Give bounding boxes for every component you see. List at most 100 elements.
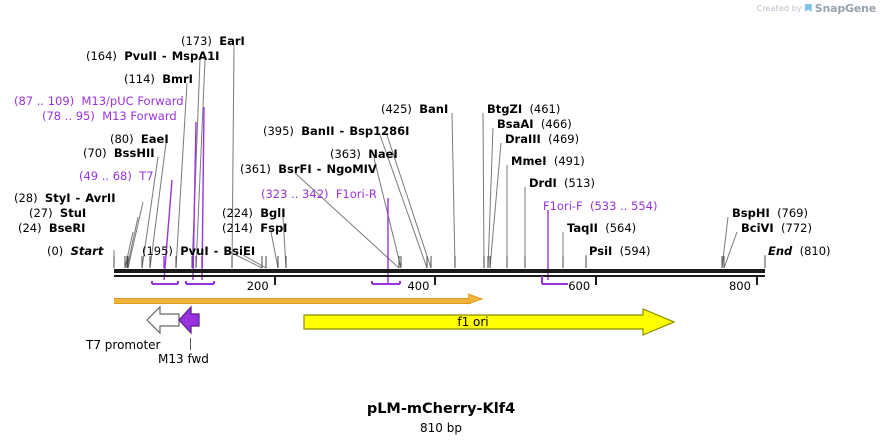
t7-promoter-caption: T7 promoter xyxy=(86,338,161,352)
bracket-f1ori-r xyxy=(371,281,401,285)
site-label-start[interactable]: (0) Start xyxy=(47,245,103,257)
watermark-prefix: Created by xyxy=(756,4,802,13)
site-label-eaeI[interactable]: (80) EaeI xyxy=(110,133,169,145)
site-label-naeI[interactable]: (363) NaeI xyxy=(330,148,398,160)
plasmid-length: 810 bp xyxy=(420,421,462,435)
site-position: (87 .. 109) xyxy=(14,94,75,108)
site-position: (80) xyxy=(110,132,134,146)
site-label-pvuI[interactable]: (195) PvuI - BsiEI xyxy=(142,245,255,257)
site-label-bmrI[interactable]: (114) BmrI xyxy=(124,73,193,85)
site-label-draIII[interactable]: DraIII (469) xyxy=(505,133,579,145)
snapgene-flag-icon xyxy=(804,3,812,12)
site-position: (114) xyxy=(124,72,155,86)
cut-site-ticks xyxy=(113,256,766,268)
site-position: (173) xyxy=(181,34,212,48)
site-name: BseRI xyxy=(48,221,86,235)
sequence-backbone-lower xyxy=(114,275,765,277)
site-name: M13 Forward xyxy=(102,109,177,123)
site-position: (70) xyxy=(83,146,107,160)
site-label-btgZI[interactable]: BtgZI (461) xyxy=(487,103,560,115)
site-label-banII[interactable]: (395) BanII - Bsp1286I xyxy=(263,125,409,137)
site-name: DraIII xyxy=(505,132,541,146)
site-label-drdI[interactable]: DrdI (513) xyxy=(529,177,595,189)
site-label-bglI[interactable]: (224) BglI xyxy=(222,207,285,219)
site-name-secondary: MspA1I xyxy=(171,49,220,63)
site-name: EaeI xyxy=(140,132,169,146)
site-position: (224) xyxy=(222,206,253,220)
site-label-styI[interactable]: (28) StyI - AvrII xyxy=(14,192,115,204)
site-label-bspHI[interactable]: BspHI (769) xyxy=(732,207,808,219)
orange-transcript-bar[interactable] xyxy=(114,298,471,304)
site-name: DrdI xyxy=(529,176,557,190)
site-position: (469) xyxy=(548,132,580,146)
site-position: (491) xyxy=(553,154,585,168)
ruler-label-600: 600 xyxy=(568,279,591,293)
site-name: End xyxy=(768,244,793,258)
m13-fwd-arrow[interactable] xyxy=(178,305,208,339)
site-label-f1oriR[interactable]: (323 .. 342) F1ori-R xyxy=(261,188,377,200)
site-name: StyI xyxy=(44,191,71,205)
ruler-tick-400 xyxy=(434,277,437,285)
site-name: FspI xyxy=(260,221,288,235)
site-position: (594) xyxy=(619,244,651,258)
leader-bmrI xyxy=(175,82,188,269)
ruler-tick-200 xyxy=(273,277,276,285)
site-position: (27) xyxy=(29,206,53,220)
bracket-m13 xyxy=(185,281,215,285)
site-label-m13puc[interactable]: (87 .. 109) M13/pUC Forward xyxy=(14,95,184,107)
site-label-m13fwdlbl[interactable]: (78 .. 95) M13 Forward xyxy=(42,110,177,122)
site-name: Start xyxy=(70,244,104,258)
site-name: NaeI xyxy=(368,147,398,161)
ruler-label-200: 200 xyxy=(246,279,269,293)
site-label-mmeI[interactable]: MmeI (491) xyxy=(511,155,585,167)
site-label-bsrFI[interactable]: (361) BsrFI - NgoMIV xyxy=(240,163,377,175)
site-position: (769) xyxy=(777,206,808,220)
site-name: MmeI xyxy=(511,154,547,168)
site-position: (28) xyxy=(14,191,38,205)
site-name: BanII xyxy=(301,124,335,138)
site-label-bciVI[interactable]: BciVI (772) xyxy=(741,222,812,234)
site-position: (164) xyxy=(86,49,117,63)
site-position: (195) xyxy=(142,244,173,258)
site-name: PvuI xyxy=(180,244,209,258)
site-label-taqII[interactable]: TaqII (564) xyxy=(567,222,636,234)
leader-draIII xyxy=(489,142,502,269)
site-label-stuI[interactable]: (27) StuI xyxy=(29,207,86,219)
site-name: BtgZI xyxy=(487,102,523,116)
site-name-separator: - xyxy=(335,124,349,138)
site-position: (772) xyxy=(781,221,812,235)
site-label-pvuII[interactable]: (164) PvuII - MspA1I xyxy=(86,50,219,62)
site-name-secondary: Bsp1286I xyxy=(349,124,410,138)
site-label-bsaAI[interactable]: BsaAI (466) xyxy=(497,118,572,130)
site-name: BciVI xyxy=(741,221,774,235)
site-label-end[interactable]: End (810) xyxy=(768,245,831,257)
leader-btgZI xyxy=(482,112,485,269)
page-title: pLM-mCherry-Klf4 xyxy=(366,401,516,417)
site-label-f1oriF[interactable]: F1ori-F (533 .. 554) xyxy=(543,200,657,212)
site-label-earI[interactable]: (173) EarI xyxy=(181,35,245,47)
ruler-label-800: 800 xyxy=(728,279,751,293)
site-position: (0) xyxy=(47,244,64,258)
ruler-tick-800 xyxy=(755,277,758,285)
site-name: F1ori-F xyxy=(543,199,583,213)
site-name: BglI xyxy=(260,206,286,220)
site-position: (363) xyxy=(330,147,361,161)
site-label-psiI[interactable]: PsiI (594) xyxy=(589,245,651,257)
site-name-separator: - xyxy=(157,49,171,63)
site-name-separator: - xyxy=(71,191,85,205)
site-name: BssHII xyxy=(113,146,155,160)
site-label-bssHII[interactable]: (70) BssHII xyxy=(83,147,155,159)
site-name-separator: - xyxy=(209,244,223,258)
site-label-fspI[interactable]: (214) FspI xyxy=(222,222,287,234)
site-name-separator: - xyxy=(312,162,326,176)
site-name: T7 xyxy=(139,169,154,183)
site-label-banI[interactable]: (425) BanI xyxy=(381,103,448,115)
site-label-bseRI[interactable]: (24) BseRI xyxy=(18,222,85,234)
f1-ori-arrow[interactable] xyxy=(303,308,683,342)
site-name-secondary: AvrII xyxy=(85,191,116,205)
site-label-t7primer[interactable]: (49 .. 68) T7 xyxy=(79,170,154,182)
site-name: BspHI xyxy=(732,206,770,220)
site-position: (810) xyxy=(799,244,831,258)
site-position: (78 .. 95) xyxy=(42,109,95,123)
